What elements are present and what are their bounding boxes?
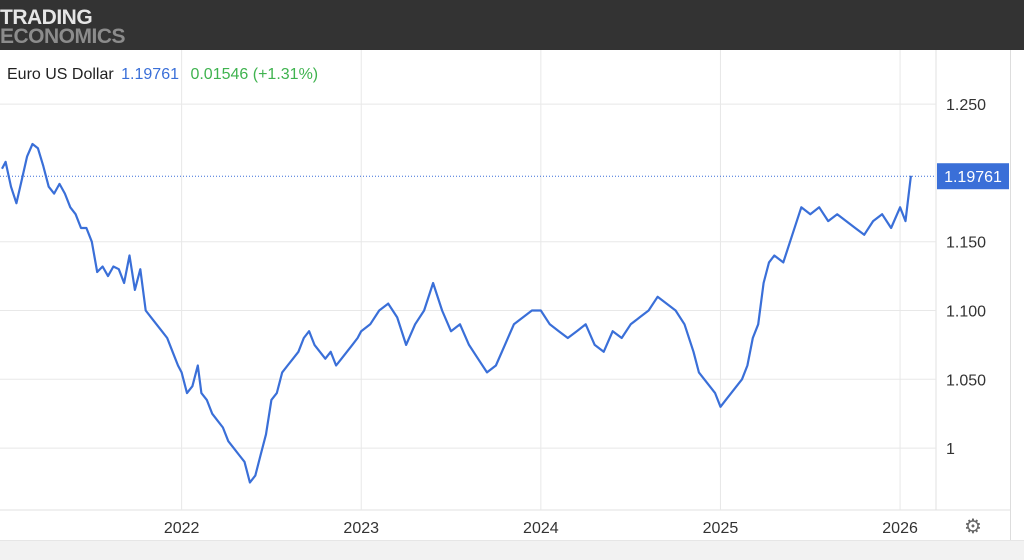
change-percent: (+1.31%) xyxy=(252,66,319,83)
bottom-scrollbar[interactable] xyxy=(0,540,1024,560)
last-price-marker: 1.19761 xyxy=(0,163,1009,190)
series-line xyxy=(1,142,912,484)
instrument-name: Euro US Dollar xyxy=(7,66,114,83)
x-tick-label: 2023 xyxy=(343,520,379,537)
chart-grid xyxy=(0,50,1010,511)
y-tick-label: 1.100 xyxy=(946,304,986,321)
change-value: 0.01546 xyxy=(190,66,249,83)
chart-header: Euro US Dollar 1.19761 0.01546 (+1.31%) xyxy=(7,66,318,84)
y-tick-label: 1.150 xyxy=(946,235,986,252)
chart-series xyxy=(1,142,912,484)
last-price-tag xyxy=(937,163,1009,190)
x-tick-label: 2025 xyxy=(703,520,739,537)
x-tick-label: 2024 xyxy=(523,520,559,537)
current-price: 1.19761 xyxy=(121,66,179,83)
brand-line-1: TRADING xyxy=(0,6,93,29)
top-bar: TRADING ECONOMICS xyxy=(0,0,1024,50)
y-axis: 1.250 1.150 1.100 1.050 1 xyxy=(946,97,986,458)
right-panel-edge xyxy=(1010,50,1024,560)
x-tick-label: 2026 xyxy=(882,520,918,537)
x-axis: 2022 2023 2024 2025 2026 xyxy=(164,520,918,537)
price-change: 0.01546 (+1.31%) xyxy=(190,66,318,83)
x-tick-label: 2022 xyxy=(164,520,200,537)
y-tick-label: 1.250 xyxy=(946,97,986,114)
brand-line-2: ECONOMICS xyxy=(0,25,126,48)
last-price-label: 1.19761 xyxy=(944,169,1002,186)
brand-logo[interactable]: TRADING ECONOMICS xyxy=(0,6,126,48)
y-tick-label: 1 xyxy=(946,441,955,458)
y-tick-label: 1.050 xyxy=(946,372,986,389)
gear-icon[interactable]: ⚙ xyxy=(964,516,982,538)
